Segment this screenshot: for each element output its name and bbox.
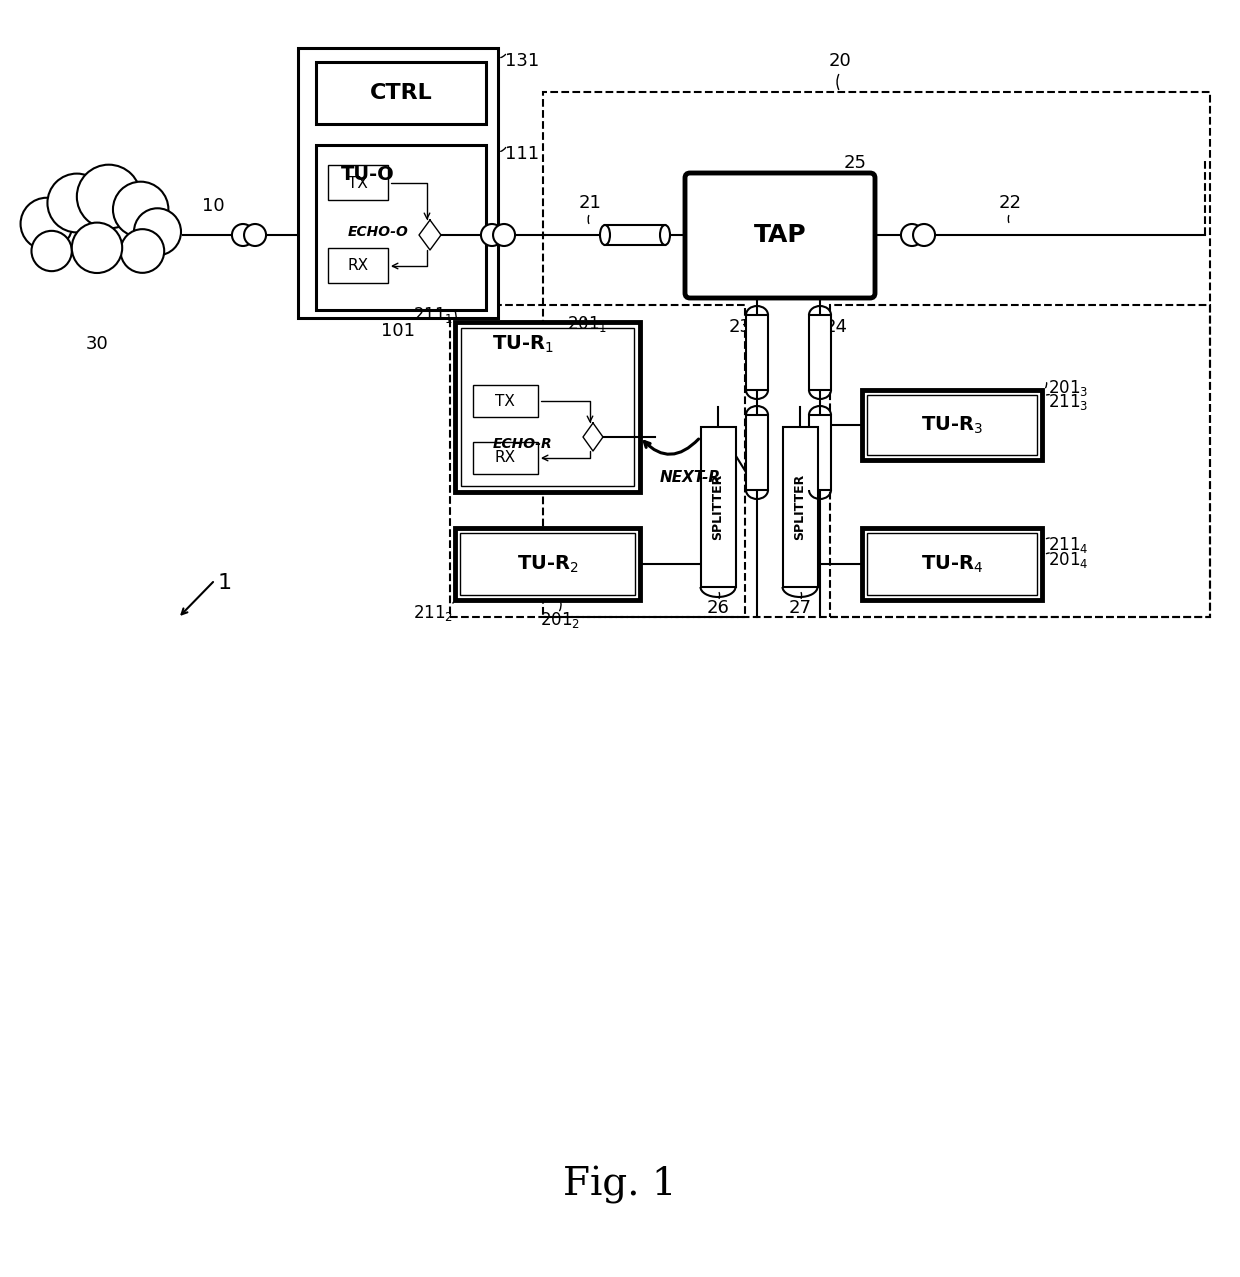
Bar <box>701 427 735 587</box>
Text: $211_3$: $211_3$ <box>1048 392 1089 412</box>
Circle shape <box>31 231 72 271</box>
Text: 23: 23 <box>729 318 751 336</box>
Text: 26: 26 <box>707 599 729 617</box>
Bar <box>782 427 817 587</box>
Circle shape <box>47 174 107 232</box>
Text: NEXT-R: NEXT-R <box>660 470 722 484</box>
Text: 27: 27 <box>789 599 811 617</box>
FancyBboxPatch shape <box>684 172 875 298</box>
Bar <box>298 49 498 318</box>
Circle shape <box>232 223 254 246</box>
Text: 21: 21 <box>579 194 601 212</box>
Text: TU-R$_4$: TU-R$_4$ <box>921 553 983 575</box>
Circle shape <box>72 222 123 273</box>
Bar <box>450 305 745 617</box>
Text: TX: TX <box>348 175 368 190</box>
Text: $211_2$: $211_2$ <box>413 603 453 623</box>
Bar <box>329 248 388 283</box>
Bar <box>867 533 1037 595</box>
Text: 101: 101 <box>381 322 415 340</box>
Circle shape <box>481 223 503 246</box>
Text: Fig. 1: Fig. 1 <box>563 1166 677 1204</box>
Bar <box>867 395 1037 455</box>
Text: TU-R$_3$: TU-R$_3$ <box>921 414 983 435</box>
Text: 111: 111 <box>505 146 539 163</box>
Text: 131: 131 <box>505 52 539 70</box>
Text: RX: RX <box>495 451 516 466</box>
Bar <box>746 415 768 490</box>
Bar <box>472 384 538 418</box>
Text: TX: TX <box>495 393 515 409</box>
Text: 20: 20 <box>828 52 852 70</box>
Text: RX: RX <box>347 258 368 273</box>
Bar <box>472 442 538 474</box>
Circle shape <box>244 223 267 246</box>
Bar <box>830 305 1210 617</box>
Polygon shape <box>33 203 164 254</box>
Text: ECHO-O: ECHO-O <box>348 225 409 239</box>
Bar <box>460 533 635 595</box>
Bar <box>455 322 640 492</box>
Bar <box>862 527 1042 600</box>
Text: $201_3$: $201_3$ <box>1048 378 1089 398</box>
Bar <box>862 389 1042 460</box>
Text: SPLITTER: SPLITTER <box>794 474 806 540</box>
Circle shape <box>77 165 140 229</box>
Circle shape <box>134 208 181 255</box>
Text: TU-R$_1$: TU-R$_1$ <box>492 333 554 355</box>
Text: TAP: TAP <box>754 223 806 248</box>
Ellipse shape <box>660 225 670 245</box>
Circle shape <box>913 223 935 246</box>
Text: 30: 30 <box>86 335 108 352</box>
Bar <box>605 225 665 245</box>
Bar <box>746 315 768 389</box>
Bar <box>329 165 388 200</box>
Text: $201_2$: $201_2$ <box>539 610 580 630</box>
Text: $201_4$: $201_4$ <box>1048 550 1089 570</box>
Circle shape <box>120 229 164 273</box>
Circle shape <box>901 223 923 246</box>
Ellipse shape <box>600 225 610 245</box>
Bar <box>461 328 634 487</box>
Text: 25: 25 <box>844 155 867 172</box>
Circle shape <box>21 198 73 250</box>
Text: $201_1$: $201_1$ <box>567 314 608 335</box>
Text: 24: 24 <box>825 318 848 336</box>
Text: ECHO-R: ECHO-R <box>494 437 553 451</box>
Text: TU-O: TU-O <box>341 166 394 184</box>
Text: SPLITTER: SPLITTER <box>712 474 724 540</box>
Text: 1: 1 <box>218 573 232 593</box>
Bar <box>543 92 1210 617</box>
Text: 10: 10 <box>202 197 224 215</box>
Text: $211_4$: $211_4$ <box>1048 535 1089 555</box>
Bar <box>316 146 486 310</box>
Text: $211_1$: $211_1$ <box>413 305 453 326</box>
Bar <box>316 63 486 124</box>
Text: TU-R$_2$: TU-R$_2$ <box>517 553 578 575</box>
Circle shape <box>113 181 169 238</box>
Bar <box>808 415 831 490</box>
Bar <box>808 315 831 389</box>
Text: CTRL: CTRL <box>370 83 433 103</box>
Text: 22: 22 <box>998 194 1022 212</box>
Bar <box>455 527 640 600</box>
Circle shape <box>494 223 515 246</box>
